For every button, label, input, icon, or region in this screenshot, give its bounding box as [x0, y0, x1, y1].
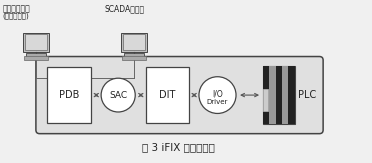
Text: I/O: I/O [212, 89, 223, 98]
Text: 图 3 iFIX 数据流结构: 图 3 iFIX 数据流结构 [142, 142, 215, 152]
Text: PDB: PDB [59, 90, 80, 100]
Bar [26, 53, 46, 57]
Bar [24, 56, 48, 60]
FancyBboxPatch shape [47, 67, 91, 123]
Text: SCADA服务器: SCADA服务器 [105, 4, 145, 13]
Bar [276, 66, 282, 124]
Text: SAC: SAC [109, 91, 127, 100]
Bar [288, 66, 295, 124]
Bar [124, 35, 145, 50]
Bar [263, 66, 295, 124]
Bar [23, 33, 49, 52]
Bar [25, 35, 46, 50]
FancyBboxPatch shape [36, 57, 323, 134]
FancyBboxPatch shape [145, 67, 189, 123]
Circle shape [101, 78, 135, 112]
Bar [269, 66, 276, 124]
Text: Driver: Driver [207, 99, 228, 105]
Text: 客户浏览节点: 客户浏览节点 [3, 4, 30, 13]
Text: DIT: DIT [160, 90, 176, 100]
Bar [263, 89, 268, 111]
Text: (客户监控站): (客户监控站) [3, 12, 29, 19]
Bar [124, 53, 144, 57]
Bar [282, 66, 288, 124]
Circle shape [199, 77, 236, 113]
Bar [263, 66, 269, 124]
Bar [121, 33, 147, 52]
Text: PLC: PLC [298, 90, 317, 100]
Bar [122, 56, 146, 60]
